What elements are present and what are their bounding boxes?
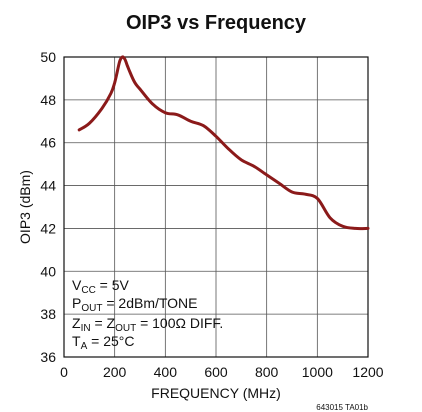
- y-tick-label: 48: [40, 92, 56, 108]
- x-tick-label: 1000: [302, 364, 333, 380]
- x-tick-label: 0: [60, 364, 68, 380]
- vcc-note: VCC = 5V: [72, 277, 130, 296]
- figure-code: 643015 TA01b: [316, 403, 368, 412]
- x-tick-label: 600: [204, 364, 228, 380]
- temperature-note: TA = 25°C: [72, 333, 134, 352]
- y-tick-label: 42: [40, 220, 56, 236]
- y-tick-label: 46: [40, 135, 56, 151]
- x-axis-label: FREQUENCY (MHz): [151, 385, 281, 401]
- y-tick-label: 40: [40, 263, 56, 279]
- y-tick-label: 44: [40, 178, 56, 194]
- x-tick-label: 400: [154, 364, 178, 380]
- x-tick-label: 200: [103, 364, 127, 380]
- y-tick-labels: 36 38 40 42 44 46 48 50: [40, 49, 56, 365]
- x-tick-label: 1200: [352, 364, 383, 380]
- conditions-note: VCC = 5V POUT = 2dBm/TONE ZIN = ZOUT = 1…: [72, 277, 223, 352]
- impedance-note: ZIN = ZOUT = 100Ω DIFF.: [72, 315, 223, 334]
- y-tick-label: 38: [40, 306, 56, 322]
- plot-frame: [63, 56, 369, 358]
- pout-note: POUT = 2dBm/TONE: [72, 295, 198, 314]
- x-tick-labels: 0 200 400 600 800 1000 1200: [60, 364, 384, 380]
- y-tick-label: 50: [40, 49, 56, 65]
- y-axis-label: OIP3 (dBm): [17, 170, 33, 244]
- y-tick-label: 36: [40, 349, 56, 365]
- grid: [63, 56, 369, 358]
- chart-title: OIP3 vs Frequency: [126, 12, 307, 34]
- oip3-series-line: [77, 55, 370, 231]
- x-tick-label: 800: [255, 364, 279, 380]
